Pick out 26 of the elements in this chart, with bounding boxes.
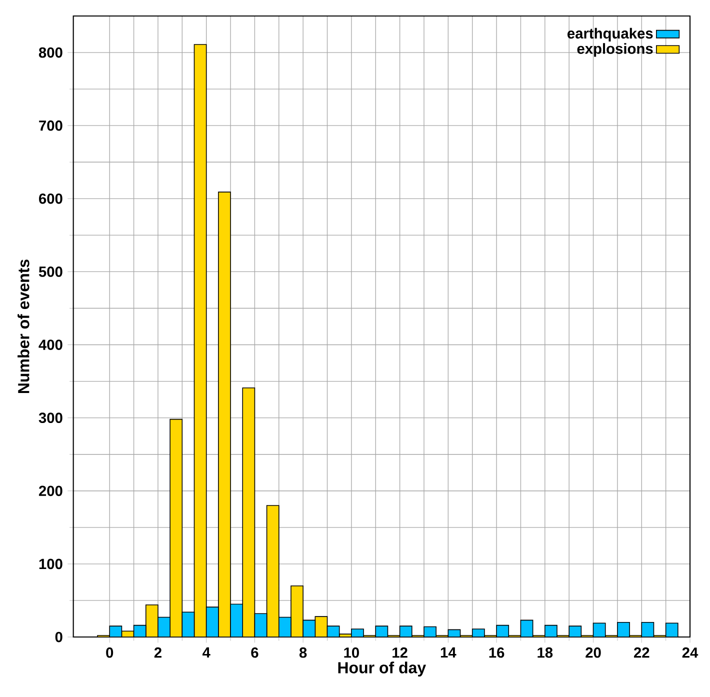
y-tick-label: 0 (55, 632, 62, 642)
x-tick-label: 16 (489, 647, 504, 658)
x-tick-label: 24 (682, 647, 698, 658)
x-tick-label: 18 (538, 647, 553, 658)
y-tick-label: 800 (38, 47, 62, 58)
y-tick-label: 200 (38, 486, 62, 496)
y-axis-title: Number of events (18, 260, 30, 394)
y-tick-label: 500 (38, 266, 62, 277)
y-tick-label: 100 (39, 558, 62, 570)
x-tick-label: 8 (299, 647, 307, 658)
x-tick-label: 6 (251, 647, 258, 658)
x-tick-label: 14 (440, 647, 456, 658)
x-tick-label: 0 (106, 647, 114, 658)
x-tick-label: 4 (202, 647, 210, 658)
x-tick-label: 10 (344, 647, 359, 658)
legend-label: earthquakes (568, 28, 653, 42)
x-tick-label: 12 (392, 647, 408, 658)
x-axis-title: Hour of day (338, 662, 426, 677)
y-tick-label: 300 (38, 412, 62, 424)
x-tick-label: 22 (634, 647, 650, 658)
y-tick-label: 700 (39, 120, 62, 131)
legend-label: explosions (577, 43, 653, 57)
y-tick-label: 600 (39, 193, 62, 204)
x-tick-label: 2 (154, 647, 162, 658)
x-tick-label: 20 (586, 647, 601, 658)
y-tick-label: 400 (38, 340, 62, 350)
